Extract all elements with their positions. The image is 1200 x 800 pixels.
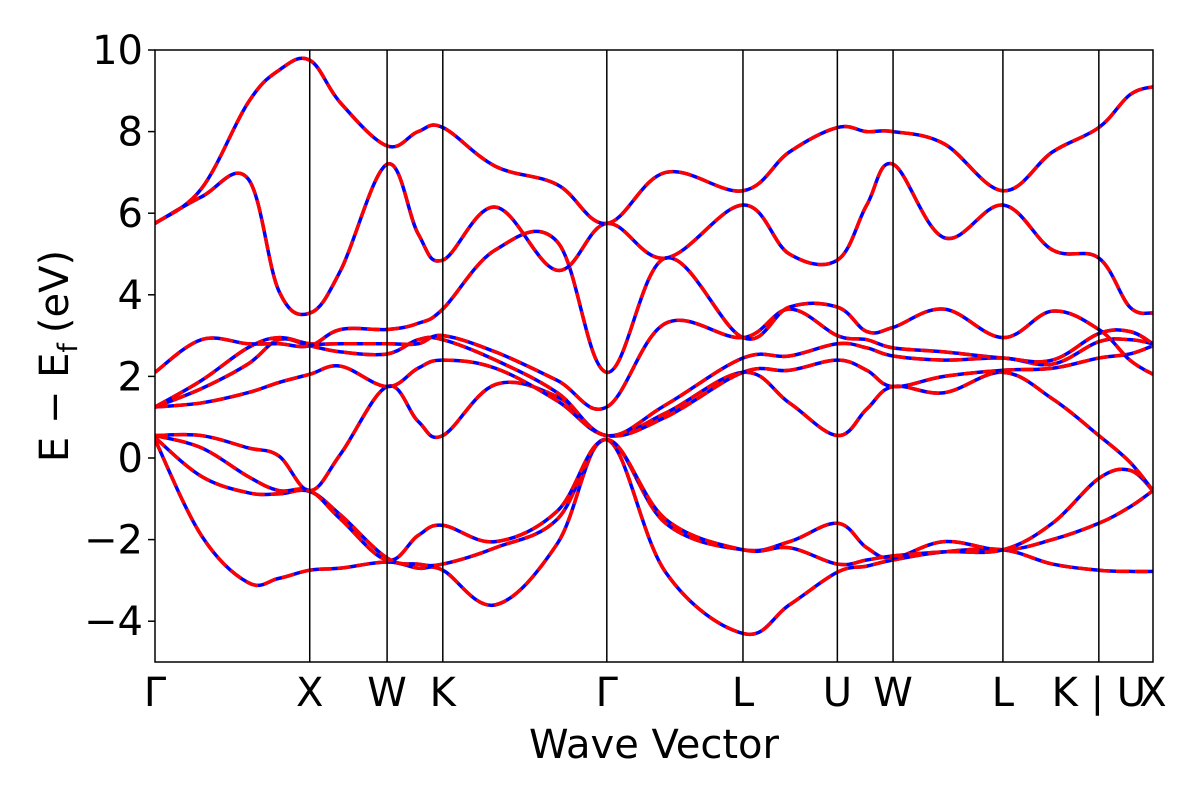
y-tick-label-1: −4 [84, 599, 143, 645]
x-tick-label-11: X [1139, 670, 1166, 716]
y-tick-label-3: 0 [118, 436, 143, 482]
x-tick-label-6: L [732, 670, 755, 716]
y-axis-title-subscript: f [53, 342, 84, 353]
band-3-series-b [155, 433, 1153, 567]
svg-text:E − Ef(eV): E − Ef (eV) [32, 250, 84, 462]
x-axis-title: Wave Vector [529, 722, 780, 768]
y-tick-label-7: 8 [118, 110, 143, 156]
x-tick-label-4: K [430, 670, 458, 716]
x-tick-label-7: U [823, 670, 852, 716]
y-tick-label-2: −2 [84, 518, 143, 564]
y-tick-label-6: 6 [118, 191, 143, 237]
x-tick-label-3: W [367, 670, 407, 716]
x-tick-label-9: L [992, 670, 1015, 716]
x-tick-label-8: W [873, 670, 913, 716]
kpoint-lines [308, 50, 1100, 662]
y-tick-label-4: 2 [118, 354, 143, 400]
x-tick-label-5: Γ [596, 670, 619, 716]
y-axis-title: E − E [32, 353, 78, 463]
y-axis: −4 −2 0 2 4 6 8 10 [84, 28, 155, 645]
y-axis-title-group: E − Ef (eV) [32, 250, 84, 462]
plot-frame [154, 49, 1154, 663]
x-tick-label-10: K | U [1052, 670, 1146, 716]
x-tick-label-2: X [296, 670, 323, 716]
x-tick-label-1: Γ [144, 670, 167, 716]
y-axis-title-units: (eV) [32, 250, 78, 333]
y-tick-label-8: 10 [92, 28, 143, 74]
y-tick-label-5: 4 [118, 273, 143, 319]
